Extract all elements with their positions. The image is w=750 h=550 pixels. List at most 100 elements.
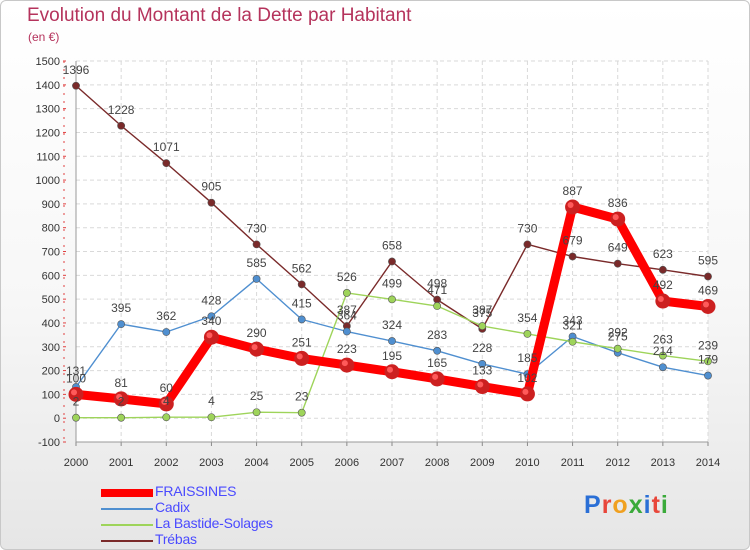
data-label: 195 [382, 349, 402, 363]
data-label: 649 [608, 241, 628, 255]
data-point [523, 329, 532, 338]
data-point-highlight [251, 344, 258, 351]
x-tick-label: 2007 [380, 457, 404, 469]
proxiti-logo: Proxiti [584, 491, 669, 520]
x-tick-label: 2014 [696, 457, 720, 469]
data-point-highlight [341, 360, 348, 367]
data-label: 214 [653, 344, 673, 358]
data-label: 263 [653, 333, 673, 347]
data-point [568, 252, 577, 261]
data-point [704, 272, 712, 281]
legend-swatch [101, 489, 153, 497]
y-tick-label: 900 [42, 199, 60, 211]
data-point [252, 240, 261, 249]
data-point [207, 312, 216, 321]
data-label: 471 [427, 283, 447, 297]
data-label: 730 [517, 221, 537, 235]
y-tick-label: 700 [42, 247, 60, 259]
y-tick-label: 1500 [36, 56, 60, 68]
legend-label: Cadix [155, 499, 190, 515]
data-point [162, 328, 171, 336]
data-point-highlight [612, 214, 619, 221]
data-label: 562 [292, 261, 312, 275]
data-label: 1396 [63, 63, 90, 77]
legend-swatch [101, 508, 153, 510]
data-point [72, 81, 80, 90]
data-label: 239 [698, 338, 718, 352]
y-tick-label: -100 [38, 437, 60, 449]
logo-letter: i [660, 491, 669, 519]
series-tr-bas [72, 81, 712, 333]
data-label: 415 [292, 296, 312, 310]
data-label: 362 [156, 309, 176, 323]
data-point [117, 320, 126, 329]
data-label: 498 [427, 277, 447, 291]
data-label: 905 [201, 180, 221, 194]
data-point [388, 257, 396, 266]
y-tick-label: 400 [42, 318, 60, 330]
unit-label: (en €) [28, 30, 60, 44]
data-point-highlight [703, 301, 709, 308]
data-point-highlight [71, 389, 77, 396]
legend-label: FRAISSINES [155, 483, 237, 499]
y-tick-label: 100 [42, 389, 60, 401]
data-point-highlight [387, 366, 393, 373]
data-label: 102 [517, 371, 537, 385]
x-tick-label: 2008 [425, 457, 449, 469]
data-point [388, 337, 396, 345]
data-label: 165 [427, 356, 447, 370]
data-label: 321 [563, 319, 583, 333]
data-point [207, 413, 216, 422]
data-label: 60 [160, 381, 174, 395]
data-label: 887 [563, 184, 583, 198]
x-tick-label: 2003 [199, 457, 223, 469]
logo-letter: P [584, 491, 602, 519]
data-point [523, 240, 532, 249]
data-point [433, 346, 442, 355]
data-label: 23 [295, 390, 309, 404]
data-label: 324 [382, 318, 402, 332]
data-point [297, 315, 306, 324]
y-tick-label: 1200 [36, 127, 60, 139]
data-point-highlight [477, 381, 484, 388]
x-tick-label: 2013 [651, 457, 675, 469]
x-tick-label: 2010 [515, 457, 539, 469]
data-point [613, 259, 622, 268]
data-label: 4 [163, 394, 170, 408]
data-label: 100 [66, 371, 86, 385]
data-label: 131 [66, 364, 86, 378]
data-point [342, 327, 351, 336]
data-label: 292 [608, 326, 628, 340]
series-fraissines [68, 199, 716, 412]
data-label: 623 [653, 247, 673, 261]
data-point-highlight [296, 353, 303, 360]
data-point [433, 302, 442, 310]
x-tick-label: 2000 [64, 457, 88, 469]
data-point-highlight [206, 332, 213, 339]
data-label: 1071 [153, 140, 180, 154]
data-label: 428 [201, 293, 221, 307]
data-label: 395 [111, 301, 131, 315]
logo-letter: o [612, 491, 629, 519]
data-point [704, 371, 712, 380]
data-point [117, 413, 126, 422]
data-label: 387 [472, 303, 492, 317]
legend-swatch [101, 540, 153, 542]
data-point [433, 295, 442, 304]
data-point-highlight [432, 373, 439, 380]
data-point [207, 198, 216, 207]
logo-letter: i [643, 491, 652, 519]
chart-title: Evolution du Montant de la Dette par Hab… [27, 5, 412, 26]
legend-label: La Bastide-Solages [155, 515, 273, 531]
y-tick-label: 200 [42, 366, 60, 378]
y-tick-label: 1000 [36, 175, 60, 187]
data-label: 730 [247, 221, 267, 235]
data-label: 387 [337, 303, 357, 317]
data-label: 275 [608, 330, 628, 344]
x-tick-label: 2001 [109, 457, 133, 469]
data-label: 25 [250, 389, 264, 403]
data-label: 133 [472, 364, 492, 378]
y-tick-label: 500 [42, 294, 60, 306]
data-label: 526 [337, 270, 357, 284]
